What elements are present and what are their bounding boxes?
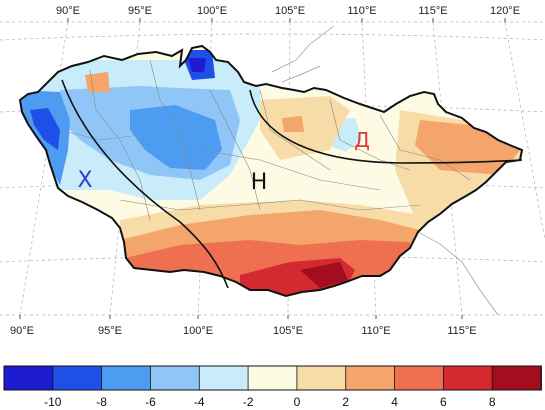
bottom-lon-label: 110°E — [361, 325, 390, 337]
neighbour-borders — [271, 25, 499, 316]
colorbar-cell — [442, 365, 494, 391]
colorbar-tick-label: -2 — [243, 395, 254, 409]
top-lon-label: 120°E — [490, 5, 520, 17]
zone-label-n: Н — [251, 170, 268, 195]
colorbar-cell — [394, 365, 445, 391]
colorbar-tick-label: 2 — [342, 395, 349, 409]
colorbar-cell — [3, 365, 54, 391]
zone-label-x: Х — [77, 168, 92, 193]
colorbar-cell — [345, 365, 396, 391]
bottom-lon-label: 100°E — [183, 325, 213, 337]
top-lon-label: 105°E — [275, 5, 305, 17]
colorbar-tick-label: 6 — [440, 395, 447, 409]
province-boundaries — [59, 59, 471, 221]
bottom-lon-label: 90°E — [10, 325, 34, 337]
bottom-lon-label: 115°E — [447, 325, 476, 337]
mongolia-border — [18, 44, 524, 298]
top-lon-label: 110°E — [347, 5, 376, 17]
colorbar-tick-label: 4 — [391, 395, 398, 409]
bottom-longitude-labels: 90°E 95°E 100°E 105°E 110°E 115°E — [10, 325, 477, 337]
colorbar: -10 -8 -6 -4 -2 0 2 4 6 8 — [3, 365, 542, 409]
colorbar-tick-label: -4 — [194, 395, 205, 409]
top-lon-label: 100°E — [197, 5, 227, 17]
colorbar-cell — [198, 365, 249, 391]
zone-label-d: Д — [354, 128, 370, 152]
colorbar-cell — [101, 365, 152, 391]
colorbar-tick-label: -6 — [145, 395, 156, 409]
colorbar-cell — [247, 365, 298, 391]
colorbar-cell — [52, 365, 103, 391]
anomaly-field — [20, 46, 522, 296]
colorbar-cell — [491, 365, 542, 391]
top-lon-label: 90°E — [56, 5, 80, 17]
bottom-lon-label: 105°E — [273, 325, 303, 337]
colorbar-tick-label: 8 — [489, 395, 496, 409]
colorbar-cell — [150, 365, 201, 391]
bottom-lon-label: 95°E — [98, 325, 122, 337]
colorbar-tick-label: 0 — [294, 395, 301, 409]
colorbar-tick-label: -10 — [44, 395, 62, 409]
top-lon-label: 115°E — [418, 5, 447, 17]
top-longitude-labels: 90°E 95°E 100°E 105°E 110°E 115°E 120°E — [56, 5, 520, 17]
zone-dividers — [61, 79, 523, 289]
colorbar-cell — [296, 365, 347, 391]
colorbar-tick-label: -8 — [96, 395, 107, 409]
top-lon-label: 95°E — [128, 5, 152, 17]
tick-marks — [19, 18, 506, 319]
